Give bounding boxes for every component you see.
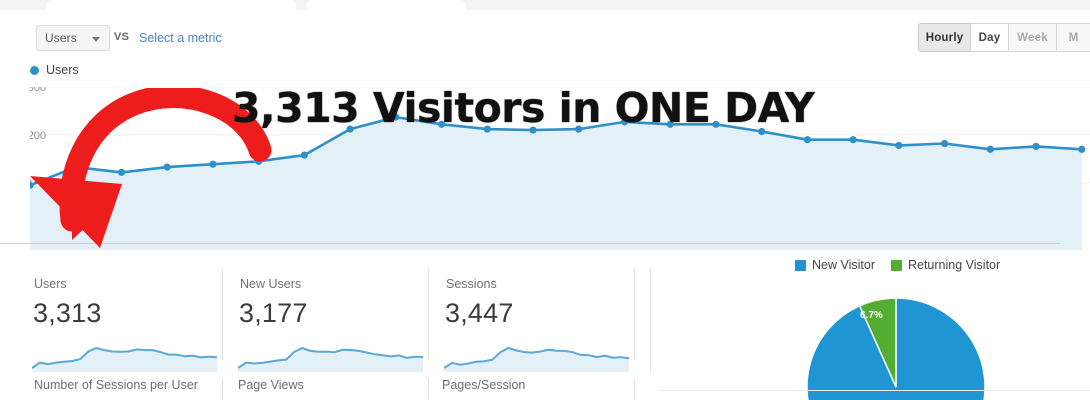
line-chart-data-point[interactable] bbox=[529, 126, 537, 134]
line-chart-data-point[interactable] bbox=[758, 127, 766, 136]
pie-chart[interactable] bbox=[806, 297, 986, 400]
card-divider bbox=[634, 378, 635, 400]
headline-text-overlay: 3,313 Visitors in ONE DAY bbox=[232, 84, 815, 132]
metric-selector-label: Users bbox=[45, 31, 77, 45]
metric-card-value: 3,313 bbox=[33, 298, 102, 328]
card-divider bbox=[222, 268, 223, 360]
legend-swatch-new-visitor bbox=[795, 259, 806, 271]
metric-card-sessions[interactable]: Sessions 3,447 bbox=[428, 250, 634, 372]
vs-label: VS bbox=[114, 31, 130, 43]
granularity-button-group: Hourly Day Week M bbox=[918, 23, 1090, 52]
pie-legend: New Visitor Returning Visitor bbox=[795, 258, 1000, 272]
pie-chart-clip bbox=[806, 297, 986, 400]
browser-tab-strip bbox=[0, 0, 1090, 10]
pie-legend-item-returning-visitor[interactable]: Returning Visitor bbox=[890, 258, 1001, 272]
legend-swatch-returning-visitor bbox=[890, 259, 902, 271]
pie-slice-label-returning: 6.7% bbox=[860, 310, 883, 321]
metric-cards-row: Users 3,313 New Users 3,177 Sessions 3,4… bbox=[0, 250, 700, 378]
metric-card-value: 3,177 bbox=[239, 298, 308, 328]
metric-card-title: Users bbox=[34, 277, 67, 291]
line-chart-data-point[interactable] bbox=[1032, 142, 1040, 151]
line-chart-data-point[interactable] bbox=[849, 136, 857, 144]
browser-tab-1[interactable] bbox=[46, 0, 296, 10]
metric-card-title-page-views: Page Views bbox=[238, 378, 304, 392]
select-a-metric-link[interactable]: Select a metric bbox=[139, 31, 222, 45]
sparkline-new-users bbox=[238, 346, 423, 372]
metric-card-title: New Users bbox=[240, 277, 302, 291]
legend-label-users: Users bbox=[46, 63, 79, 77]
pie-legend-item-new-visitor[interactable]: New Visitor bbox=[795, 258, 875, 272]
line-chart-data-point[interactable] bbox=[72, 163, 80, 171]
pie-panel-divider bbox=[650, 268, 651, 373]
line-chart-data-point[interactable] bbox=[575, 125, 583, 133]
chevron-down-icon bbox=[92, 37, 100, 42]
line-chart-data-point[interactable] bbox=[712, 120, 720, 128]
line-chart-data-point[interactable] bbox=[346, 125, 354, 133]
pie-slice[interactable] bbox=[858, 297, 897, 388]
metric-card-new-users[interactable]: New Users 3,177 bbox=[222, 250, 428, 372]
granularity-hourly-button[interactable]: Hourly bbox=[918, 23, 970, 52]
card-divider bbox=[428, 268, 429, 360]
chart-x-axis-line bbox=[0, 243, 1060, 244]
line-chart-data-point[interactable] bbox=[666, 120, 674, 128]
metric-card-title-sessions-per-user: Number of Sessions per User bbox=[34, 378, 198, 392]
line-chart-data-point[interactable] bbox=[803, 136, 811, 144]
chart-legend: Users bbox=[30, 63, 79, 77]
line-chart-data-point[interactable] bbox=[620, 118, 629, 126]
metric-selector-dropdown[interactable]: Users bbox=[36, 25, 110, 51]
card-divider-right bbox=[634, 268, 635, 360]
line-chart-data-point[interactable] bbox=[117, 168, 126, 176]
line-chart-data-point[interactable] bbox=[986, 145, 994, 153]
line-chart-data-point[interactable] bbox=[255, 157, 263, 165]
metric-card-title: Sessions bbox=[446, 277, 497, 291]
granularity-day-button[interactable]: Day bbox=[970, 23, 1008, 52]
legend-label-returning-visitor: Returning Visitor bbox=[907, 258, 1001, 272]
line-chart-data-point[interactable] bbox=[392, 113, 400, 121]
pie-panel-bottom-rule bbox=[660, 390, 1090, 391]
metric-card-users[interactable]: Users 3,313 bbox=[16, 250, 222, 372]
granularity-week-button[interactable]: Week bbox=[1008, 23, 1056, 52]
legend-color-dot-users bbox=[30, 65, 39, 75]
metric-cards-row-bottom: Number of Sessions per User Page Views P… bbox=[0, 378, 700, 400]
sparkline-users bbox=[32, 346, 217, 372]
browser-tab-2[interactable] bbox=[306, 0, 466, 10]
card-divider bbox=[428, 378, 429, 400]
line-chart-data-point[interactable] bbox=[209, 160, 217, 168]
y-axis-tick-label: 200 bbox=[30, 130, 46, 142]
line-chart-data-point[interactable] bbox=[895, 141, 903, 150]
line-chart-data-point[interactable] bbox=[1078, 145, 1086, 153]
metric-card-value: 3,447 bbox=[445, 298, 514, 328]
chart-toolbar: Users VS Select a metric Hourly Day Week… bbox=[0, 10, 1090, 55]
card-divider bbox=[222, 378, 223, 400]
y-axis-tick-label: 300 bbox=[30, 87, 46, 94]
legend-label-new-visitor: New Visitor bbox=[812, 258, 875, 272]
new-vs-returning-pie-panel: New Visitor Returning Visitor 6.7% bbox=[650, 250, 1090, 400]
metric-card-title-pages-session: Pages/Session bbox=[442, 378, 526, 392]
sparkline-sessions bbox=[444, 346, 629, 372]
line-chart-area-fill bbox=[30, 117, 1082, 271]
line-chart-data-point[interactable] bbox=[300, 151, 308, 159]
line-chart-data-point[interactable] bbox=[437, 120, 446, 128]
line-chart-data-point[interactable] bbox=[163, 163, 171, 171]
granularity-month-button[interactable]: M bbox=[1056, 23, 1090, 52]
line-chart-data-point[interactable] bbox=[483, 125, 491, 133]
line-chart-data-point[interactable] bbox=[940, 139, 949, 148]
